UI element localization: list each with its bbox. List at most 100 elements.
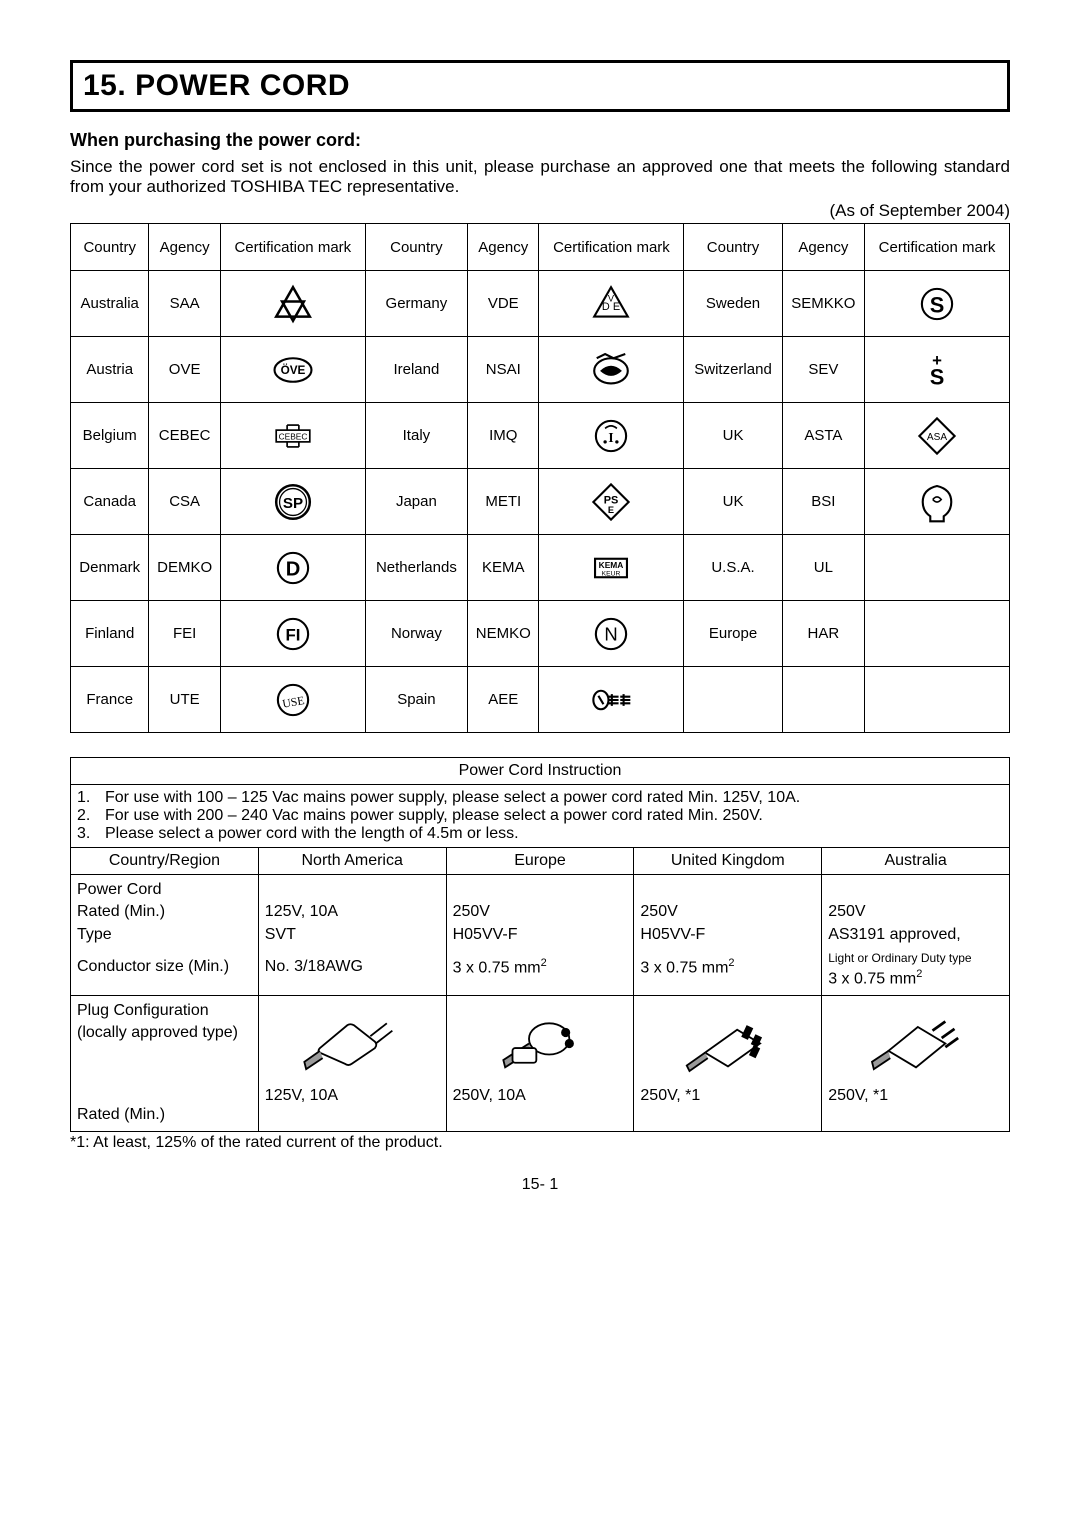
instruction-notes-cell: 1.For use with 100 – 125 Vac mains power…: [71, 785, 1010, 848]
cert-agency: NSAI: [468, 337, 539, 403]
cert-agency: IMQ: [468, 403, 539, 469]
cert-mark: [865, 601, 1010, 667]
cert-country: Japan: [365, 469, 467, 535]
cert-row: FinlandFEI FI NorwayNEMKO N EuropeHAR: [71, 601, 1010, 667]
region-name: Australia: [822, 848, 1010, 875]
cert-mark: [865, 535, 1010, 601]
cert-agency: UTE: [149, 667, 220, 733]
plug-uk-icon: [673, 1006, 783, 1081]
cert-header: Country: [71, 224, 149, 271]
cert-agency: OVE: [149, 337, 220, 403]
cert-country: Ireland: [365, 337, 467, 403]
spec-label: Type: [77, 924, 252, 946]
cert-mark: KEMAKEUR: [539, 535, 684, 601]
cert-mark-csa-icon: SP: [272, 481, 314, 523]
cert-mark-semkko-icon: S: [916, 283, 958, 325]
cert-mark-demko-icon: D: [272, 547, 314, 589]
svg-text:USE: USE: [281, 694, 305, 711]
cert-agency: UL: [782, 535, 864, 601]
cert-country: Canada: [71, 469, 149, 535]
cert-agency: FEI: [149, 601, 220, 667]
section-title: 15. POWER CORD: [83, 69, 997, 103]
instruction-note-3: 3.Please select a power cord with the le…: [77, 825, 1003, 843]
cert-mark: [220, 271, 365, 337]
cert-mark: D: [220, 535, 365, 601]
cert-agency: SAA: [149, 271, 220, 337]
cert-mark: FI: [220, 601, 365, 667]
svg-text:S: S: [930, 292, 945, 317]
svg-text:S: S: [930, 364, 945, 389]
cert-country: Finland: [71, 601, 149, 667]
instruction-title: Power Cord Instruction: [71, 758, 1010, 785]
cert-agency: AEE: [468, 667, 539, 733]
region-name: North America: [258, 848, 446, 875]
cert-country: Netherlands: [365, 535, 467, 601]
svg-text:KEUR: KEUR: [602, 570, 621, 577]
instruction-notes-row: 1.For use with 100 – 125 Vac mains power…: [71, 785, 1010, 848]
cert-mark: SP: [220, 469, 365, 535]
spec-label: Power Cord: [77, 879, 252, 901]
plug-au: 250V, *1: [822, 995, 1010, 1131]
cert-header: Agency: [782, 224, 864, 271]
plug-eu: 250V, 10A: [446, 995, 634, 1131]
cert-mark: USE: [220, 667, 365, 733]
cert-mark-saa-icon: [272, 283, 314, 325]
cert-mark: [865, 667, 1010, 733]
spec-row-plug: Plug Configuration (locally approved typ…: [71, 995, 1010, 1131]
plug-uk: 250V, *1: [634, 995, 822, 1131]
cert-header: Country: [684, 224, 782, 271]
cert-country: Norway: [365, 601, 467, 667]
cert-country: Spain: [365, 667, 467, 733]
cert-mark: +S: [865, 337, 1010, 403]
plug-na: 125V, 10A: [258, 995, 446, 1131]
cert-mark: D EV: [539, 271, 684, 337]
cert-mark: [539, 337, 684, 403]
cert-mark-ove-icon: ÖVE: [272, 349, 314, 391]
cert-mark-aee-icon: [590, 679, 632, 721]
cert-agency: HAR: [782, 601, 864, 667]
cert-country: U.S.A.: [684, 535, 782, 601]
section-number: 15.: [83, 69, 126, 102]
cert-country: Australia: [71, 271, 149, 337]
cert-country: UK: [684, 403, 782, 469]
cert-country: Denmark: [71, 535, 149, 601]
instruction-title-row: Power Cord Instruction: [71, 758, 1010, 785]
plug-na-icon: [297, 1006, 407, 1081]
cert-agency: SEMKKO: [782, 271, 864, 337]
cert-row: AustraliaSAAGermanyVDED EVSwedenSEMKKOS: [71, 271, 1010, 337]
power-cord-instruction-table: Power Cord Instruction 1.For use with 10…: [70, 757, 1010, 1132]
instruction-note-1: 1.For use with 100 – 125 Vac mains power…: [77, 789, 1003, 807]
region-header-row: Country/Region North America Europe Unit…: [71, 848, 1010, 875]
cert-mark-imq-icon: I: [590, 415, 632, 457]
svg-text:V: V: [608, 293, 615, 303]
plug-au-icon: [861, 1006, 971, 1081]
cert-country: Austria: [71, 337, 149, 403]
svg-text:FI: FI: [285, 625, 300, 644]
svg-text:I: I: [609, 429, 614, 444]
when-purchasing-subhead: When purchasing the power cord:: [70, 130, 1010, 151]
cert-agency: VDE: [468, 271, 539, 337]
spec-label: Rated (Min.): [77, 901, 252, 923]
svg-text:D: D: [286, 558, 301, 580]
cert-mark: [865, 469, 1010, 535]
cert-agency: KEMA: [468, 535, 539, 601]
cert-header: Certification mark: [539, 224, 684, 271]
cert-agency: NEMKO: [468, 601, 539, 667]
svg-text:KEMA: KEMA: [599, 560, 624, 570]
region-name: Europe: [446, 848, 634, 875]
lead-paragraph: Since the power cord set is not enclosed…: [70, 157, 1010, 197]
cert-mark-bsi-icon: [916, 481, 958, 523]
cert-mark: ASA: [865, 403, 1010, 469]
cert-agency: [782, 667, 864, 733]
spec-row-cord: Power Cord Rated (Min.) Type Conductor s…: [71, 875, 1010, 996]
cert-row: BelgiumCEBECCEBECItalyIMQIUKASTAASA: [71, 403, 1010, 469]
spec-label-cell: Plug Configuration (locally approved typ…: [71, 995, 259, 1131]
spec-label-cell: Power Cord Rated (Min.) Type Conductor s…: [71, 875, 259, 996]
svg-text:ASA: ASA: [927, 432, 947, 443]
cert-agency: BSI: [782, 469, 864, 535]
region-header-label: Country/Region: [71, 848, 259, 875]
cert-country: Europe: [684, 601, 782, 667]
cert-agency: ASTA: [782, 403, 864, 469]
cert-mark-nemko-icon: N: [590, 613, 632, 655]
cert-mark-ute-icon: USE: [272, 679, 314, 721]
